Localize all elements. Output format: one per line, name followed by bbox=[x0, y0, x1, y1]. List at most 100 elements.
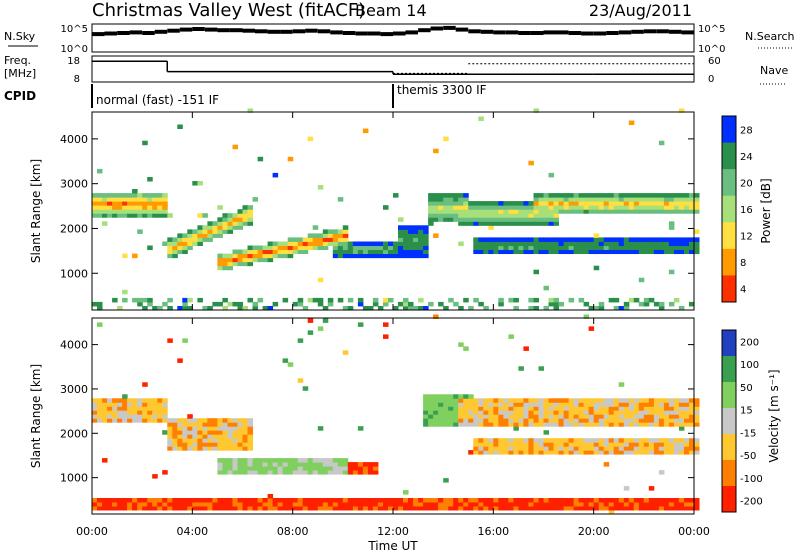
velocity-cell bbox=[448, 502, 454, 507]
power-cell bbox=[177, 249, 183, 255]
frequency-panel: Freq. [MHz] 18 8 60 0 Nave bbox=[4, 54, 788, 85]
velocity-cell bbox=[322, 502, 329, 507]
power-cell bbox=[287, 156, 294, 162]
nsky-label: N.Sky bbox=[4, 30, 36, 43]
y-tick-label: 2000 bbox=[60, 222, 88, 235]
velocity-cell bbox=[312, 502, 319, 507]
velocity-cell bbox=[307, 502, 314, 507]
velocity-cell bbox=[187, 506, 193, 511]
velocity-cell bbox=[513, 438, 519, 443]
power-cell bbox=[383, 301, 389, 307]
power-cell bbox=[182, 306, 188, 311]
power-cell bbox=[282, 241, 289, 247]
power-cell bbox=[403, 306, 409, 311]
power-cell bbox=[388, 297, 394, 303]
velocity-cell bbox=[578, 442, 585, 447]
velocity-cell bbox=[689, 414, 695, 419]
velocity-cell bbox=[618, 442, 625, 447]
velocity-cell bbox=[147, 402, 153, 407]
velocity-cell bbox=[653, 406, 660, 411]
power-cell bbox=[302, 306, 309, 311]
power-cell bbox=[152, 197, 158, 202]
velocity-cell bbox=[684, 442, 690, 447]
power-cell bbox=[147, 213, 153, 218]
power-cell bbox=[463, 197, 469, 202]
power-cell bbox=[262, 306, 269, 311]
velocity-cell bbox=[428, 422, 434, 427]
velocity-cell bbox=[678, 410, 685, 415]
velocity-cell bbox=[237, 422, 244, 427]
velocity-cell bbox=[242, 430, 249, 435]
power-cell bbox=[317, 185, 324, 190]
velocity-cell bbox=[247, 506, 254, 511]
power-cell bbox=[463, 193, 469, 198]
velocity-cell bbox=[643, 502, 650, 507]
noise-point bbox=[631, 29, 644, 34]
velocity-cell bbox=[623, 402, 630, 407]
power-cell bbox=[483, 249, 489, 255]
power-cell bbox=[658, 245, 665, 251]
velocity-cell bbox=[528, 506, 534, 511]
velocity-cell bbox=[633, 442, 640, 447]
velocity-cell bbox=[393, 498, 399, 503]
velocity-cell bbox=[197, 442, 203, 447]
power-cell bbox=[578, 201, 585, 206]
power-cell bbox=[112, 209, 118, 214]
noise-right-tick-top: 10^5 bbox=[698, 24, 725, 35]
velocity-cell bbox=[262, 462, 269, 467]
power-cell bbox=[493, 209, 499, 214]
velocity-cell bbox=[473, 446, 479, 451]
velocity-cell bbox=[673, 442, 680, 447]
velocity-cell bbox=[458, 502, 464, 507]
velocity-cell bbox=[197, 506, 203, 511]
power-cell bbox=[553, 205, 560, 210]
power-cell bbox=[508, 237, 514, 242]
velocity-cell bbox=[503, 402, 509, 407]
power-cell bbox=[433, 209, 439, 214]
velocity-cell bbox=[463, 410, 469, 415]
power-cell bbox=[423, 233, 429, 238]
power-cell bbox=[588, 249, 595, 255]
power-cell bbox=[237, 225, 244, 230]
power-cell bbox=[443, 209, 449, 214]
velocity-cell bbox=[493, 422, 499, 427]
velocity-cell bbox=[172, 422, 178, 427]
power-cell bbox=[362, 241, 369, 247]
power-cell bbox=[488, 249, 494, 255]
velocity-cell bbox=[568, 438, 575, 443]
power-cell bbox=[478, 201, 484, 206]
power-cell bbox=[689, 241, 695, 247]
power-cell bbox=[568, 205, 575, 210]
velocity-cell bbox=[518, 422, 524, 427]
power-cell bbox=[167, 213, 173, 218]
power-cell bbox=[97, 301, 103, 307]
velocity-cell bbox=[568, 498, 575, 503]
power-cell bbox=[337, 297, 344, 303]
velocity-cell bbox=[694, 402, 700, 407]
power-cell bbox=[478, 245, 484, 251]
velocity-cell bbox=[217, 422, 223, 427]
velocity-cell bbox=[684, 498, 690, 503]
power-cell bbox=[227, 225, 234, 230]
power-cell bbox=[528, 201, 534, 206]
velocity-cell bbox=[282, 462, 289, 467]
velocity-cell bbox=[528, 414, 534, 419]
velocity-cell bbox=[257, 466, 264, 471]
velocity-cell bbox=[337, 506, 344, 511]
power-cell bbox=[603, 249, 610, 255]
power-cell bbox=[653, 237, 660, 242]
noise-panel: N.Sky 10^5 10^0 10^5 10^0 N.Search bbox=[4, 23, 795, 55]
velocity-cell bbox=[478, 414, 484, 419]
power-cell bbox=[613, 306, 620, 311]
velocity-cell bbox=[362, 466, 369, 471]
velocity-cell bbox=[694, 406, 700, 411]
power-cell bbox=[112, 213, 118, 218]
velocity-cell bbox=[262, 458, 269, 463]
velocity-cell bbox=[638, 498, 645, 503]
power-cell bbox=[267, 249, 274, 255]
velocity-cell bbox=[573, 410, 580, 415]
velocity-cell bbox=[448, 422, 454, 427]
velocity-cell bbox=[423, 506, 429, 511]
velocity-cell bbox=[593, 422, 600, 427]
velocity-colorbar-cell-frame bbox=[721, 329, 737, 513]
